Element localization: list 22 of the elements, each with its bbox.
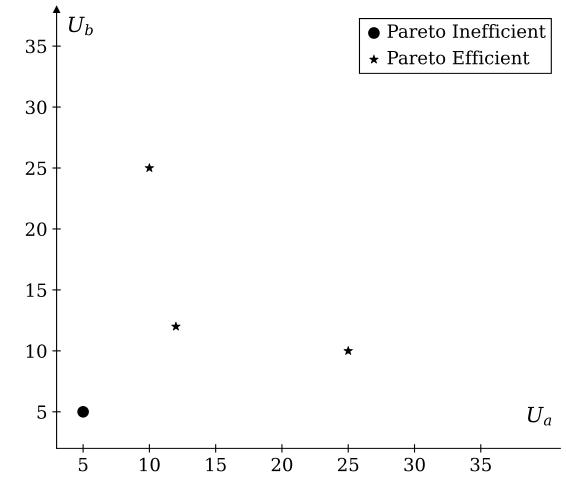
y-tick-label: 35 — [26, 40, 46, 54]
legend-label: Pareto Inefficient — [388, 24, 546, 38]
x-tick-label: 35 — [470, 458, 491, 472]
x-tick-label: 20 — [272, 458, 292, 472]
y-tick-label: 15 — [26, 283, 46, 298]
y-tick-label: 25 — [26, 161, 46, 176]
x-tick-label: 10 — [140, 458, 160, 472]
x-tick-label: 5 — [78, 458, 88, 472]
y-tick-label: 30 — [26, 100, 46, 114]
point — [344, 346, 353, 355]
y-tick-label: 5 — [38, 406, 46, 419]
y-tick-label: 10 — [26, 344, 46, 358]
y-tick-label: 20 — [26, 222, 46, 236]
x-tick-label: 25 — [338, 458, 358, 472]
point — [77, 406, 89, 418]
y-axis-title: U$_{b}$ — [68, 16, 93, 36]
x-axis-title: U$_{a}$ — [528, 406, 552, 426]
legend-label: Pareto Efficient — [388, 50, 530, 64]
x-tick-label: 15 — [206, 458, 226, 472]
point — [171, 322, 181, 330]
x-tick-label: 30 — [404, 458, 425, 472]
point — [144, 163, 154, 172]
